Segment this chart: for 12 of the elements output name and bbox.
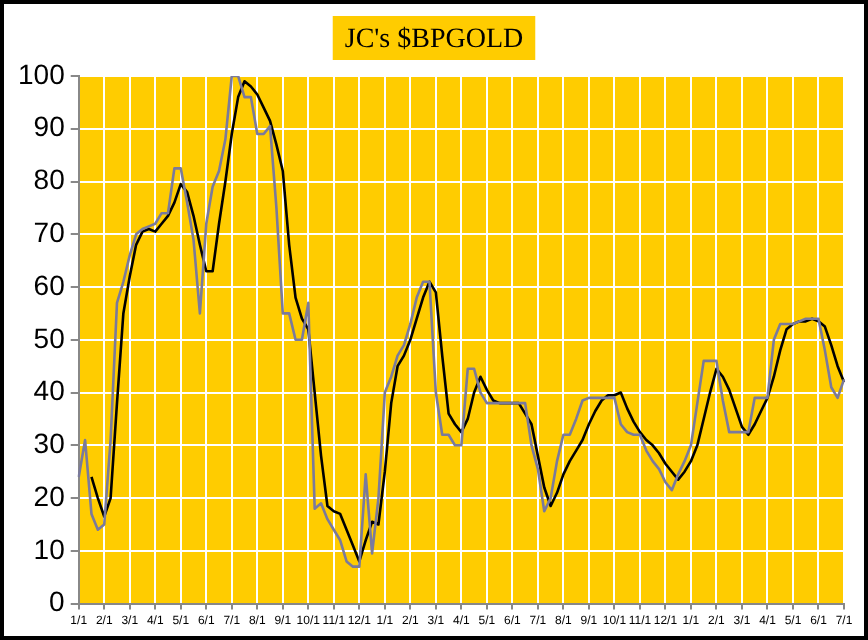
y-tick-label: 60: [33, 268, 66, 301]
y-tick-label: 80: [33, 163, 66, 196]
y-tick-label: 90: [33, 110, 66, 143]
y-tick-label: 10: [33, 532, 66, 565]
y-tick-label: 30: [33, 427, 66, 460]
y-tick-label: 40: [33, 374, 66, 407]
y-tick-label: 20: [33, 479, 66, 512]
y-tick-label: 50: [33, 321, 66, 354]
y-tick-label: 0: [49, 585, 66, 618]
y-tick-label: 100: [18, 57, 66, 90]
chart-title: JC's $BPGOLD: [344, 25, 524, 56]
y-tick-label: 70: [33, 216, 66, 248]
